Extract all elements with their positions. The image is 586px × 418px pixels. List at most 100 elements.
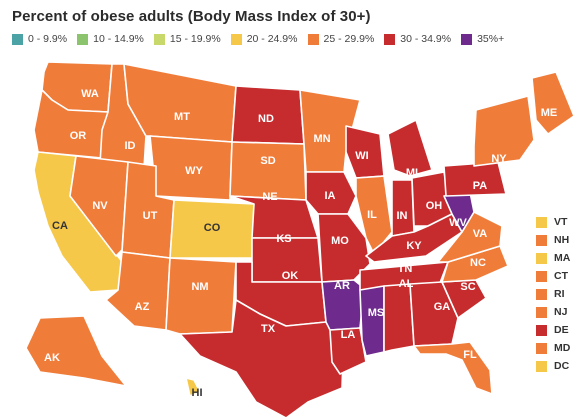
legend-label: 20 - 24.9% xyxy=(246,33,298,45)
small-state-swatch xyxy=(536,360,547,372)
legend-item: 35%+ xyxy=(461,33,504,45)
small-state-label: VT xyxy=(554,216,568,228)
small-state-swatch xyxy=(536,288,547,300)
state-label-il: IL xyxy=(367,209,377,221)
small-state-label: NJ xyxy=(554,306,568,318)
state-label-ia: IA xyxy=(325,190,336,202)
state-tx[interactable] xyxy=(179,299,345,418)
small-state-label: CT xyxy=(554,270,568,282)
legend-label: 15 - 19.9% xyxy=(169,33,221,45)
state-label-ak: AK xyxy=(44,352,60,364)
state-ak[interactable] xyxy=(25,315,127,387)
state-label-nc: NC xyxy=(470,257,486,269)
state-label-mo: MO xyxy=(331,235,349,247)
state-label-sd: SD xyxy=(260,155,275,167)
small-state-label: MD xyxy=(554,342,571,354)
state-label-mn: MN xyxy=(313,133,330,145)
legend: 0 - 9.9% 10 - 14.9% 15 - 19.9% 20 - 24.9… xyxy=(12,33,514,45)
state-label-ok: OK xyxy=(282,270,299,282)
state-label-nd: ND xyxy=(258,113,274,125)
small-state-swatch xyxy=(536,234,547,246)
small-state-label: DE xyxy=(554,324,569,336)
small-state-dc[interactable]: DC xyxy=(536,357,586,375)
state-ms[interactable] xyxy=(359,285,385,357)
legend-swatch xyxy=(461,33,473,45)
state-label-nv: NV xyxy=(92,200,108,212)
small-state-ma[interactable]: MA xyxy=(536,249,586,267)
small-state-swatch xyxy=(536,216,547,228)
small-state-label: MA xyxy=(554,252,571,264)
state-label-hi: HI xyxy=(192,387,203,399)
small-state-ri[interactable]: RI xyxy=(536,285,586,303)
legend-swatch xyxy=(153,33,165,45)
state-label-tn: TN xyxy=(398,263,413,275)
legend-swatch xyxy=(307,33,319,45)
state-label-la: LA xyxy=(341,329,356,341)
legend-label: 10 - 14.9% xyxy=(93,33,144,45)
legend-label: 30 - 34.9% xyxy=(400,33,452,45)
legend-item: 20 - 24.9% xyxy=(230,33,298,45)
state-label-tx: TX xyxy=(261,323,276,335)
state-label-ga: GA xyxy=(434,301,451,313)
state-label-ca: CA xyxy=(52,220,68,232)
state-label-oh: OH xyxy=(426,200,443,212)
state-label-wa: WA xyxy=(81,88,99,100)
state-label-wv: WV xyxy=(449,217,467,229)
legend-swatch xyxy=(12,33,23,45)
state-ga[interactable] xyxy=(409,281,459,347)
state-hi[interactable] xyxy=(185,377,201,397)
small-state-swatch xyxy=(536,306,547,318)
state-label-fl: FL xyxy=(463,349,477,361)
state-label-or: OR xyxy=(70,130,87,142)
state-label-va: VA xyxy=(473,228,488,240)
state-label-mt: MT xyxy=(174,111,190,123)
legend-item: 25 - 29.9% xyxy=(307,33,375,45)
small-state-swatch xyxy=(536,342,547,354)
small-state-label: NH xyxy=(554,234,570,246)
state-label-ms: MS xyxy=(368,307,385,319)
small-state-nj[interactable]: NJ xyxy=(536,303,586,321)
state-label-pa: PA xyxy=(473,180,488,192)
state-me[interactable] xyxy=(531,71,575,135)
legend-label: 35%+ xyxy=(477,33,505,45)
small-states-list: VT NH MA CT RI NJ DE MD DC xyxy=(536,213,586,375)
state-mi[interactable] xyxy=(387,119,433,177)
small-state-nh[interactable]: NH xyxy=(536,231,586,249)
small-state-ct[interactable]: CT xyxy=(536,267,586,285)
state-label-co: CO xyxy=(204,222,221,234)
state-nm[interactable] xyxy=(165,257,237,335)
state-label-ne: NE xyxy=(262,191,277,203)
state-label-ny: NY xyxy=(491,153,507,165)
state-label-ky: KY xyxy=(406,240,422,252)
state-la[interactable] xyxy=(329,327,367,375)
state-label-az: AZ xyxy=(135,301,150,313)
small-state-vt[interactable]: VT xyxy=(536,213,586,231)
legend-item: 10 - 14.9% xyxy=(77,33,144,45)
small-state-swatch xyxy=(536,252,547,264)
map-title: Percent of obese adults (Body Mass Index… xyxy=(12,8,371,25)
state-label-wy: WY xyxy=(185,165,203,177)
state-label-me: ME xyxy=(541,107,558,119)
small-state-swatch xyxy=(536,324,547,336)
small-state-swatch xyxy=(536,270,547,282)
state-label-sc: SC xyxy=(460,281,475,293)
legend-swatch xyxy=(77,33,89,45)
state-label-al: AL xyxy=(399,278,414,290)
state-in[interactable] xyxy=(391,179,415,237)
legend-label: 25 - 29.9% xyxy=(323,33,375,45)
state-nv[interactable] xyxy=(69,155,129,257)
small-state-label: RI xyxy=(554,288,565,300)
legend-label: 0 - 9.9% xyxy=(28,33,68,45)
legend-item: 0 - 9.9% xyxy=(12,33,67,45)
state-ny[interactable] xyxy=(473,95,535,167)
legend-swatch xyxy=(230,33,242,45)
state-label-mi: MI xyxy=(406,167,418,179)
state-fl[interactable] xyxy=(413,341,493,395)
state-label-nm: NM xyxy=(191,281,208,293)
state-label-id: ID xyxy=(125,140,136,152)
state-al[interactable] xyxy=(383,283,415,353)
small-state-md[interactable]: MD xyxy=(536,339,586,357)
legend-item: 15 - 19.9% xyxy=(153,33,221,45)
small-state-de[interactable]: DE xyxy=(536,321,586,339)
state-label-ut: UT xyxy=(143,210,158,222)
